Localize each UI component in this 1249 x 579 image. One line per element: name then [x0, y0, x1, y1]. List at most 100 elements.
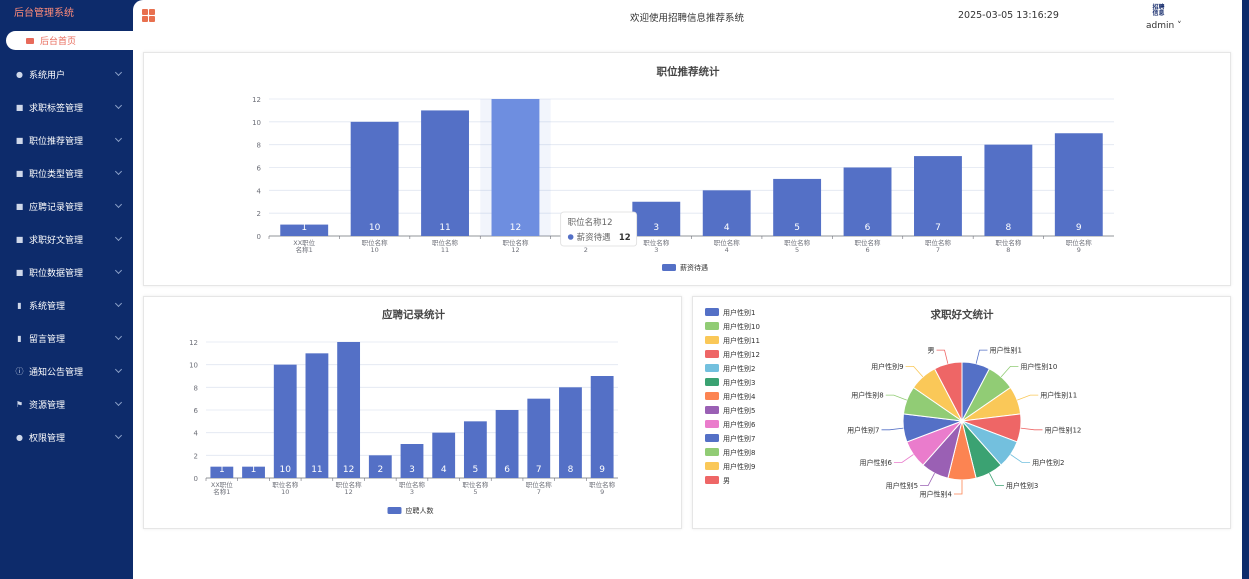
sidebar-item-7[interactable]: ■ 职位数据管理: [0, 256, 133, 289]
flag-icon: ⚑: [15, 400, 24, 409]
x-tick-label: 2: [584, 246, 588, 254]
sidebar-item-4[interactable]: ■ 职位类型管理: [0, 157, 133, 190]
legend-label: 用户性别2: [723, 364, 755, 373]
menu-grid-icon[interactable]: [142, 9, 155, 22]
chart-title: 求职好文统计: [931, 308, 994, 321]
tooltip-series: 薪资待遇: [577, 232, 612, 243]
pie-label-line: [975, 349, 988, 364]
sidebar-item-label: 通知公告管理: [29, 368, 84, 378]
top-bar: 欢迎使用招聘信息推荐系统 2025-03-05 13:16:29 招聘 信息 ad…: [133, 0, 1242, 32]
legend-label: 用户性别10: [723, 322, 760, 331]
pie-label: 用户性别4: [920, 490, 953, 499]
x-tick-label: 职位名称: [855, 238, 882, 247]
x-tick-label: 9: [1077, 246, 1081, 254]
x-tick-label: XX职位: [211, 480, 233, 489]
x-tick-label: 职位名称: [399, 480, 426, 489]
x-tick-label: 名称1: [213, 487, 230, 496]
bar-chart-icon: ▮: [17, 334, 22, 343]
sidebar-item-label: 求职标签管理: [29, 104, 84, 114]
x-tick-label: 7: [936, 246, 940, 254]
tooltip-marker: [567, 234, 574, 240]
chevron-down-icon: [114, 134, 123, 143]
sidebar-item-8[interactable]: ▮ 系统管理: [0, 289, 133, 322]
x-tick-label: 职位名称: [714, 238, 741, 247]
sidebar-item-2[interactable]: ■ 求职标签管理: [0, 91, 133, 124]
bar: [527, 398, 551, 478]
pie-label-line: [893, 454, 914, 463]
legend-swatch: [705, 322, 719, 330]
legend-swatch: [705, 476, 719, 484]
avatar[interactable]: 招聘 信息: [1152, 4, 1165, 17]
legend-label: 男: [723, 477, 730, 485]
chevron-down-icon: [114, 299, 123, 308]
edit-icon: ■: [15, 268, 24, 277]
legend-swatch: [705, 434, 719, 442]
y-tick-label: 8: [194, 384, 198, 392]
legend-label: 用户性别3: [723, 378, 755, 387]
bar: [559, 387, 582, 478]
sidebar-item-5[interactable]: ■ 应聘记录管理: [0, 190, 133, 223]
edit-icon: ■: [15, 235, 24, 244]
sidebar-item-11[interactable]: ⚑ 资源管理: [0, 388, 133, 421]
sidebar-item-3[interactable]: ■ 职位推荐管理: [0, 124, 133, 157]
pie-label: 用户性别7: [847, 425, 879, 434]
y-tick-label: 4: [257, 187, 262, 195]
legend-label: 用户性别6: [723, 420, 756, 429]
pie-label: 男: [928, 347, 935, 355]
sidebar-item-label: 权限管理: [29, 434, 66, 444]
legend: 应聘人数: [387, 506, 434, 515]
bar: [491, 99, 540, 236]
sidebar-item-9[interactable]: ▮ 留言管理: [0, 322, 133, 355]
y-tick-label: 4: [194, 430, 199, 438]
x-tick-label: 11: [441, 246, 449, 254]
bar: [432, 432, 456, 478]
bar-value-label: 4: [441, 465, 447, 475]
legend-label: 用户性别7: [723, 434, 755, 443]
bar: [337, 342, 361, 478]
chevron-down-icon: [114, 68, 123, 77]
bar: [242, 466, 265, 478]
chevron-down-icon: [114, 365, 123, 374]
user-menu[interactable]: admin ˅: [1146, 21, 1182, 31]
legend-swatch: [705, 378, 719, 386]
bar-value-label: 12: [510, 223, 521, 233]
y-tick-label: 2: [194, 452, 198, 460]
x-tick-label: 职位名称: [362, 238, 389, 247]
pie-slice: [933, 361, 963, 422]
sidebar-item-12[interactable]: ● 权限管理: [0, 421, 133, 454]
chart-title: 应聘记录统计: [382, 308, 445, 321]
pie-label: 用户性别11: [1040, 391, 1077, 400]
legend-swatch: [705, 308, 719, 316]
chart-card-applications: 应聘记录统计 0 2 4 6 8 10 12 1 1 10 11 12 2 3 4 5 6 7 8 9 XX职位 名称1 职位…: [143, 296, 682, 529]
bar: [273, 364, 297, 478]
pie-label-line: [936, 349, 949, 364]
x-tick-label: 9: [600, 488, 604, 496]
bar-value-label: 5: [473, 465, 479, 475]
legend-swatch: [705, 392, 719, 400]
bar-value-label: 11: [311, 465, 322, 475]
sidebar-item-home[interactable]: 后台首页: [6, 31, 133, 50]
bar-value-label: 4: [724, 223, 730, 233]
chevron-down-icon: [114, 101, 123, 110]
sidebar-item-6[interactable]: ■ 求职好文管理: [0, 223, 133, 256]
x-tick-label: 职位名称: [925, 238, 952, 247]
tooltip-value: 12: [619, 233, 631, 243]
y-tick-label: 6: [257, 165, 262, 173]
sidebar-item-label: 系统用户: [29, 71, 66, 81]
sidebar-item-1[interactable]: ● 系统用户: [0, 58, 133, 91]
legend-label: 用户性别9: [723, 462, 755, 471]
legend-swatch: [705, 336, 719, 344]
legend-swatch: [705, 420, 719, 428]
x-tick-label: 3: [410, 488, 414, 496]
edit-icon: ■: [15, 202, 24, 211]
datetime: 2025-03-05 13:16:29: [958, 10, 1059, 21]
x-tick-label: 职位名称: [462, 480, 489, 489]
sidebar-item-10[interactable]: ⓘ 通知公告管理: [0, 355, 133, 388]
pie-label-line: [989, 473, 1004, 487]
legend-swatch: [705, 462, 719, 470]
sidebar-item-label: 职位数据管理: [29, 269, 84, 279]
user-icon: ●: [16, 433, 23, 442]
pie-label: 用户性别9: [871, 362, 903, 371]
bar-value-label: 9: [599, 465, 605, 475]
